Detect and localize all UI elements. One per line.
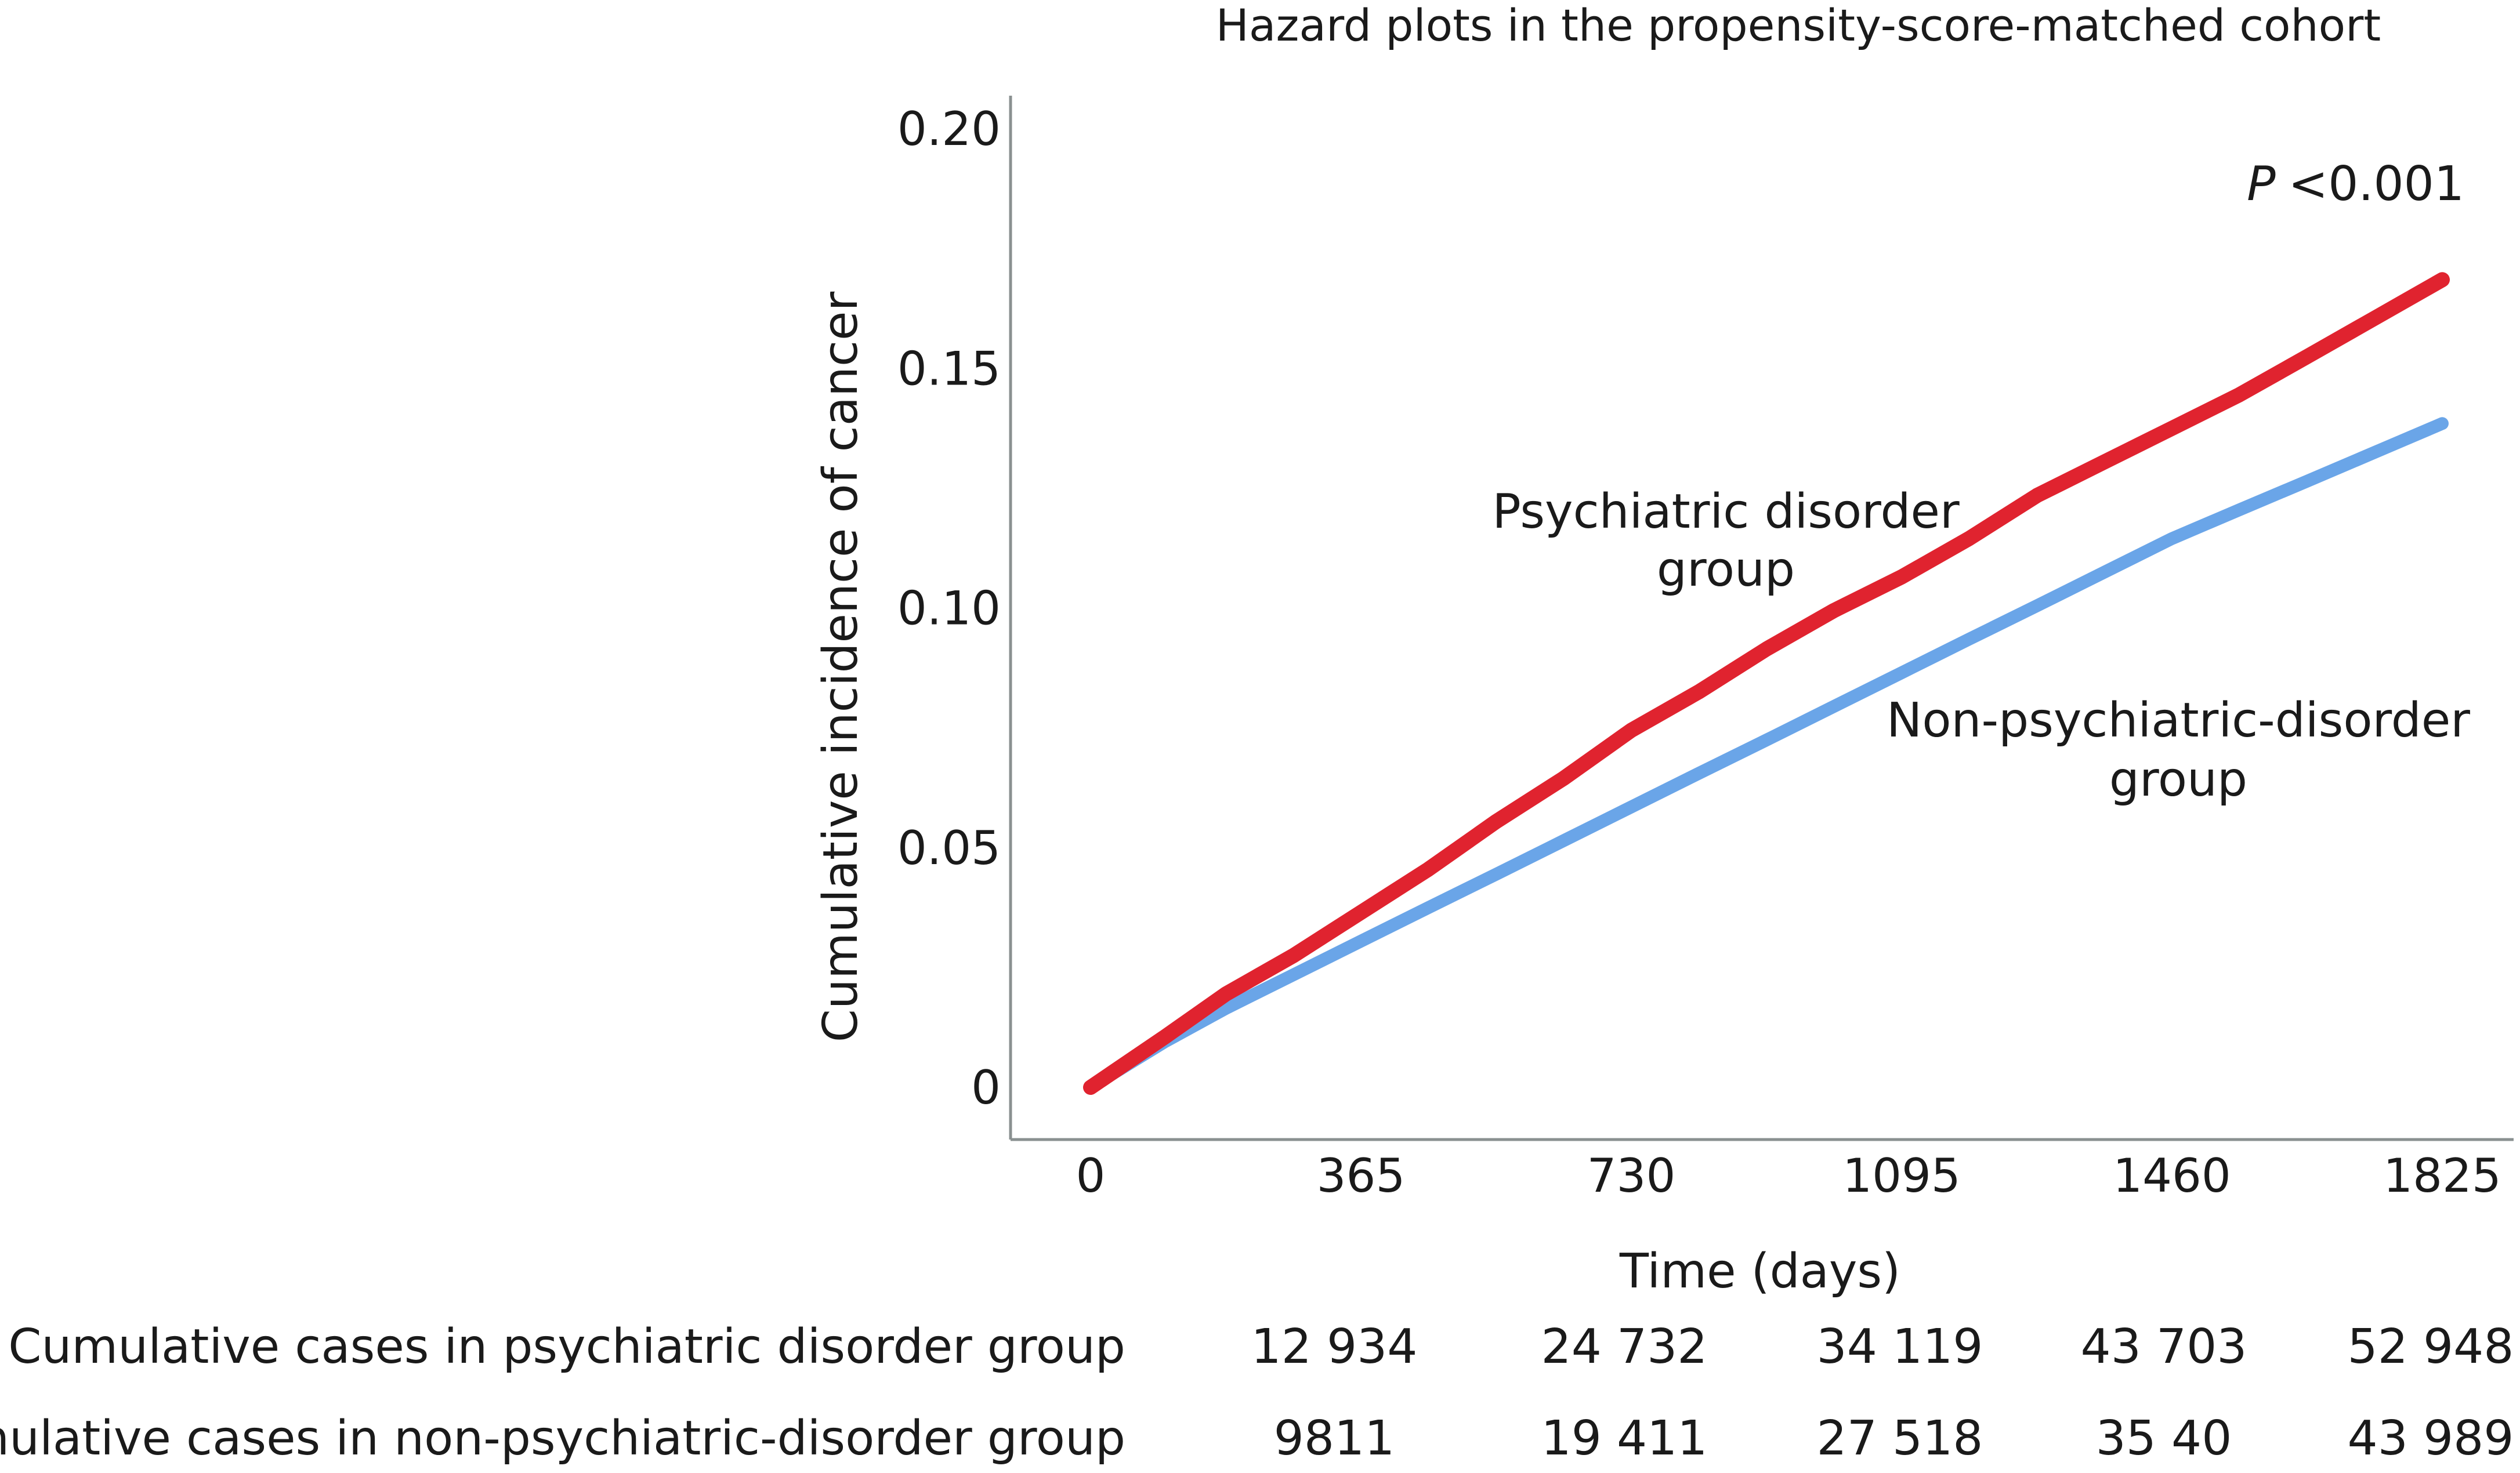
y-tick-label: 0.05 — [897, 821, 1001, 875]
p-value-italic: P — [2247, 157, 2276, 212]
cases-cell: 9811 — [1274, 1411, 1395, 1466]
non-psychiatric-group-line — [1084, 417, 2449, 1094]
y-tick-label: 0.10 — [897, 582, 1001, 636]
x-tick-label: 1460 — [2113, 1149, 2231, 1203]
cases-row-label: Cumulative cases in psychiatric disorder… — [8, 1319, 1125, 1374]
x-tick-label: 1825 — [2383, 1149, 2501, 1203]
cases-cell: 43 703 — [2081, 1319, 2247, 1374]
cases-cell: 24 732 — [1541, 1319, 1708, 1374]
psychiatric-group-label: Psychiatric disorder — [1492, 484, 1960, 539]
x-tick-label: 365 — [1317, 1149, 1406, 1203]
cases-cell: 27 518 — [1817, 1411, 1983, 1466]
cases-cell: 52 948 — [2348, 1319, 2514, 1374]
non-psychiatric-group-label: group — [2109, 752, 2247, 807]
x-tick-label: 730 — [1587, 1149, 1676, 1203]
cases-cell: 34 119 — [1817, 1319, 1983, 1374]
y-tick-label: 0 — [971, 1061, 1001, 1115]
cases-cell: 43 989 — [2348, 1411, 2514, 1466]
x-tick-label: 1095 — [1842, 1149, 1961, 1203]
non-psychiatric-group-label: Non-psychiatric-disorder — [1887, 693, 2470, 748]
cases-cell: 19 411 — [1541, 1411, 1708, 1466]
y-tick-label: 0.15 — [897, 342, 1001, 396]
psychiatric-group-line — [1083, 272, 2450, 1095]
cases-cell: 12 934 — [1251, 1319, 1418, 1374]
p-value-text: <0.001 — [2289, 157, 2464, 212]
p-value-annotation: P <0.001 — [2247, 157, 2464, 212]
cases-row-label: Cumulative cases in non-psychiatric-diso… — [0, 1411, 1125, 1466]
cases-cell: 35 40 — [2096, 1411, 2232, 1466]
y-tick-label: 0.20 — [897, 102, 1001, 156]
x-tick-label: 0 — [1076, 1149, 1106, 1203]
psychiatric-group-label: group — [1657, 542, 1795, 597]
y-axis-label: Cumulative incidence of cancer — [813, 292, 868, 1043]
chart-title: Hazard plots in the propensity-score-mat… — [1216, 0, 2381, 51]
x-axis-label: Time (days) — [1619, 1244, 1900, 1299]
